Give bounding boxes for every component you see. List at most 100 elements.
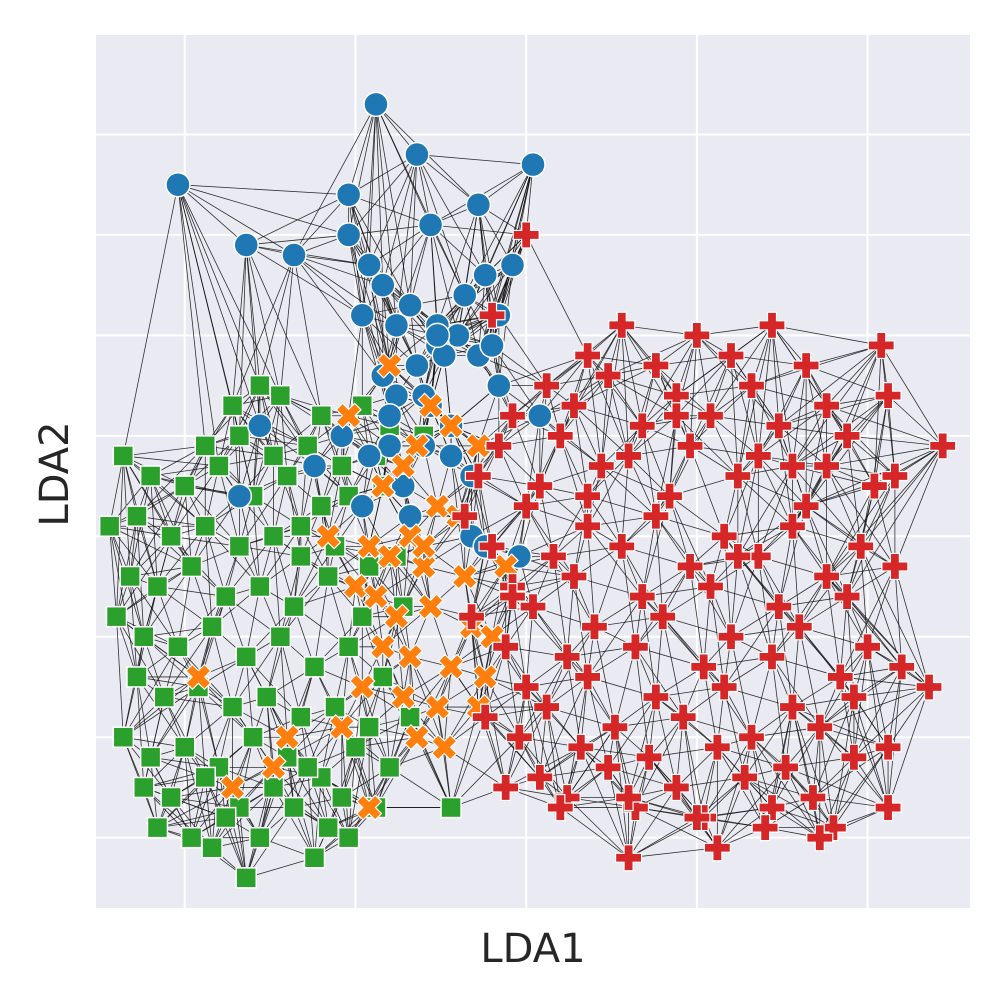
edge-1833 — [853, 696, 889, 748]
edge-1070 — [314, 576, 329, 667]
edge-981 — [129, 485, 186, 577]
point-plus-79 — [533, 693, 561, 721]
point-circle-0 — [363, 91, 389, 118]
edge-1525 — [826, 465, 862, 547]
edge-15 — [348, 154, 418, 236]
point-square-57 — [358, 716, 380, 738]
edge-2028 — [737, 556, 800, 627]
edge-1803 — [512, 596, 527, 688]
point-square-48 — [337, 636, 360, 658]
edge-891 — [218, 465, 240, 547]
edge-35 — [177, 184, 295, 256]
edge-1661 — [805, 505, 896, 567]
edge-1885 — [833, 747, 889, 828]
point-plus-87 — [635, 743, 663, 771]
edge-2038 — [648, 757, 718, 848]
edge-1341 — [826, 345, 882, 406]
point-square-74 — [331, 786, 353, 809]
edge-614 — [491, 566, 507, 637]
point-plus-30 — [464, 462, 492, 490]
edge-1588 — [587, 526, 595, 627]
edge-1347 — [826, 345, 882, 467]
edge-48 — [293, 194, 349, 256]
point-plus-26 — [676, 432, 704, 460]
edge-50 — [348, 194, 363, 316]
edge-19 — [416, 154, 486, 276]
edge-1240 — [184, 747, 192, 838]
point-plus-20 — [765, 412, 793, 440]
edge-2021 — [751, 736, 821, 838]
point-plus-7 — [642, 351, 670, 380]
point-plus-33 — [655, 482, 684, 510]
point-square-85 — [337, 826, 360, 849]
edge-1658 — [894, 566, 930, 688]
edge-1624 — [553, 495, 588, 557]
edge-1843 — [860, 546, 930, 688]
edge-1765 — [621, 546, 636, 647]
point-circle-31 — [376, 402, 403, 429]
point-square-61 — [174, 736, 196, 759]
point-plus-42 — [778, 512, 807, 540]
point-plus-17 — [560, 392, 588, 420]
point-plus-71 — [512, 673, 540, 701]
point-square-24 — [160, 525, 182, 548]
edge-1296 — [464, 234, 527, 296]
point-square-18 — [276, 465, 298, 487]
edge-1886 — [812, 746, 889, 798]
edge-1359 — [587, 355, 629, 457]
point-plus-37 — [451, 502, 479, 530]
edge-9 — [361, 104, 377, 316]
edge-1281 — [341, 727, 350, 838]
edge-1726 — [662, 616, 684, 718]
edge-1285 — [437, 707, 452, 808]
point-x-39 — [410, 533, 437, 560]
point-plus-47 — [676, 552, 704, 581]
edge-1593 — [655, 516, 664, 617]
edge-1793 — [853, 666, 903, 758]
point-plus-25 — [614, 442, 643, 470]
point-plus-67 — [690, 653, 718, 681]
edge-1480 — [860, 445, 943, 547]
edge-1711 — [532, 606, 568, 658]
edge-21 — [416, 154, 534, 165]
edge-1287 — [450, 706, 479, 808]
edge-2000 — [484, 676, 507, 788]
point-circle-23 — [404, 352, 430, 379]
edge-43 — [177, 184, 261, 426]
edge-1460 — [710, 415, 759, 457]
edge-1126 — [368, 727, 377, 808]
point-x-11 — [355, 533, 383, 560]
edge-86 — [409, 224, 431, 306]
point-square-14 — [139, 465, 162, 487]
edge-1577 — [491, 505, 527, 547]
point-plus-69 — [826, 663, 854, 691]
edge-1802 — [525, 686, 541, 778]
edge-925 — [136, 516, 158, 587]
point-circle-3 — [165, 171, 191, 198]
edge-705 — [287, 726, 342, 738]
point-square-59 — [112, 726, 135, 748]
edge-810 — [279, 395, 288, 477]
edge-54 — [246, 194, 349, 246]
edge-1261 — [286, 757, 329, 828]
edge-1871 — [682, 717, 705, 818]
edge-1570 — [826, 485, 875, 577]
point-plus-109 — [574, 482, 602, 510]
edge-34 — [177, 184, 247, 246]
x-axis-label: LDA1 — [480, 926, 585, 972]
edge-867 — [123, 455, 206, 527]
edge-1867 — [648, 716, 684, 758]
edge-1640 — [689, 566, 705, 667]
point-plus-72 — [574, 663, 602, 691]
edge-892 — [170, 465, 220, 537]
edge-1968 — [867, 646, 889, 808]
edge-85 — [293, 254, 384, 376]
point-square-43 — [167, 636, 189, 658]
edge-1512 — [689, 445, 725, 537]
edge-1335 — [757, 325, 773, 456]
edge-1672 — [525, 505, 575, 577]
edge-1405 — [607, 375, 677, 417]
edge-865 — [123, 445, 206, 457]
edge-1498 — [559, 435, 589, 527]
